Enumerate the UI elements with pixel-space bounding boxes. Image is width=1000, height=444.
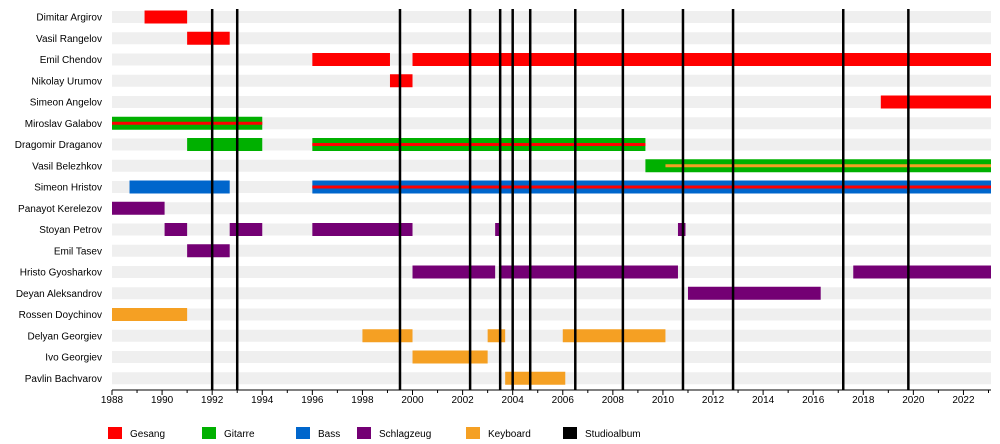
x-tick-label: 1992 xyxy=(201,395,224,406)
x-tick-label: 2008 xyxy=(602,395,625,406)
x-tick-label: 1998 xyxy=(351,395,374,406)
row-band xyxy=(112,329,991,342)
member-name: Vasil Belezhkov xyxy=(32,161,102,172)
row-band xyxy=(112,74,991,87)
row-band xyxy=(112,11,991,23)
row-backgrounds xyxy=(112,11,991,385)
x-tick-label: 1994 xyxy=(251,395,274,406)
x-tick-label: 1988 xyxy=(101,395,124,406)
member-name: Emil Chendov xyxy=(40,55,102,66)
x-tick-label: 2010 xyxy=(652,395,675,406)
role-bar xyxy=(495,223,501,236)
role-stripe xyxy=(312,185,991,189)
member-name: Stoyan Petrov xyxy=(39,225,102,236)
role-bar xyxy=(129,180,230,194)
member-name: Deyan Aleksandrov xyxy=(16,289,102,300)
role-bar xyxy=(229,223,263,236)
row-band xyxy=(112,96,991,108)
member-name: Dimitar Argirov xyxy=(36,13,102,24)
row-band xyxy=(112,202,991,215)
member-name: Pavlin Bachvarov xyxy=(25,374,102,385)
role-bar xyxy=(312,53,390,66)
legend-swatch xyxy=(296,427,310,439)
x-tick-label: 2022 xyxy=(952,395,975,406)
role-stripe xyxy=(665,164,991,168)
member-bars xyxy=(112,10,991,385)
legend: Gesang Gitarre Bass Schlagzeug Keyboard Studi… xyxy=(108,427,641,440)
role-bar xyxy=(412,350,488,364)
legend-label: Gitarre xyxy=(224,429,255,440)
member-name: Delyan Georgiev xyxy=(28,331,102,342)
role-bar xyxy=(362,329,413,343)
role-bar xyxy=(112,308,188,321)
member-name: Dragomir Draganov xyxy=(15,140,102,151)
x-tick-label: 2006 xyxy=(552,395,575,406)
row-band xyxy=(112,287,991,300)
role-bar xyxy=(312,223,413,236)
role-bar xyxy=(389,74,413,88)
x-tick-label: 2018 xyxy=(852,395,875,406)
row-band xyxy=(112,351,991,363)
legend-swatch xyxy=(563,427,577,439)
album-lines xyxy=(210,9,910,390)
member-name: Emil Tasev xyxy=(54,246,102,257)
role-bar xyxy=(187,244,230,258)
x-tick-label: 2012 xyxy=(702,395,725,406)
legend-label: Bass xyxy=(318,429,340,440)
member-name: Ivo Georgiev xyxy=(45,353,102,364)
role-bar xyxy=(487,329,506,343)
legend-swatch xyxy=(466,427,480,439)
role-bar xyxy=(144,10,188,24)
role-stripe xyxy=(312,143,646,146)
role-bar xyxy=(505,371,566,385)
role-bar xyxy=(412,265,496,279)
legend-swatch xyxy=(108,427,122,439)
member-names: Dimitar Argirov Vasil Rangelov Emil Chendo… xyxy=(15,13,102,385)
x-tick-label: 1996 xyxy=(301,395,324,406)
role-bar xyxy=(500,265,678,279)
row-band xyxy=(112,32,991,45)
legend-label: Studioalbum xyxy=(585,429,641,440)
x-tick-label: 2014 xyxy=(752,395,775,406)
member-name: Panayot Kerelezov xyxy=(18,204,102,215)
member-name: Simeon Angelov xyxy=(30,98,102,109)
row-band xyxy=(112,244,991,257)
role-stripe xyxy=(112,121,263,125)
role-bar xyxy=(112,201,165,215)
x-tick-label: 2002 xyxy=(451,395,474,406)
x-tick-label: 2020 xyxy=(902,395,925,406)
legend-label: Gesang xyxy=(130,429,165,440)
x-tick-label: 1990 xyxy=(151,395,174,406)
role-bar xyxy=(187,138,263,151)
row-band xyxy=(112,308,991,321)
row-band xyxy=(112,117,991,130)
role-bar xyxy=(677,223,686,236)
role-bar xyxy=(412,53,991,66)
x-tick-label: 2004 xyxy=(502,395,525,406)
legend-swatch xyxy=(202,427,216,439)
role-bar xyxy=(562,329,666,343)
role-bar xyxy=(187,31,230,45)
member-name: Hristo Gyosharkov xyxy=(20,268,102,279)
x-tick-label: 2016 xyxy=(802,395,825,406)
legend-label: Keyboard xyxy=(488,429,531,440)
x-axis: 1988 1990 1992 1994 1996 1998 2000 2002 2004 2006… xyxy=(101,389,991,406)
role-bar xyxy=(880,95,991,109)
role-bar xyxy=(687,286,821,300)
x-tick-label: 2000 xyxy=(401,395,424,406)
member-name: Simeon Hristov xyxy=(34,183,102,194)
member-name: Nikolay Urumov xyxy=(31,76,102,87)
role-bar xyxy=(164,223,188,236)
member-name: Miroslav Galabov xyxy=(25,119,102,130)
member-name: Rossen Doychinov xyxy=(19,310,102,321)
legend-swatch xyxy=(357,427,371,439)
member-name: Vasil Rangelov xyxy=(36,34,102,45)
legend-label: Schlagzeug xyxy=(379,429,431,440)
role-bar xyxy=(853,265,991,279)
